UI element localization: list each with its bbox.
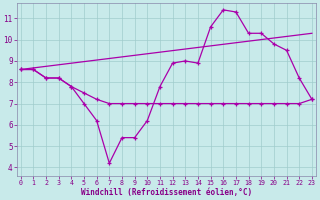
- X-axis label: Windchill (Refroidissement éolien,°C): Windchill (Refroidissement éolien,°C): [81, 188, 252, 197]
